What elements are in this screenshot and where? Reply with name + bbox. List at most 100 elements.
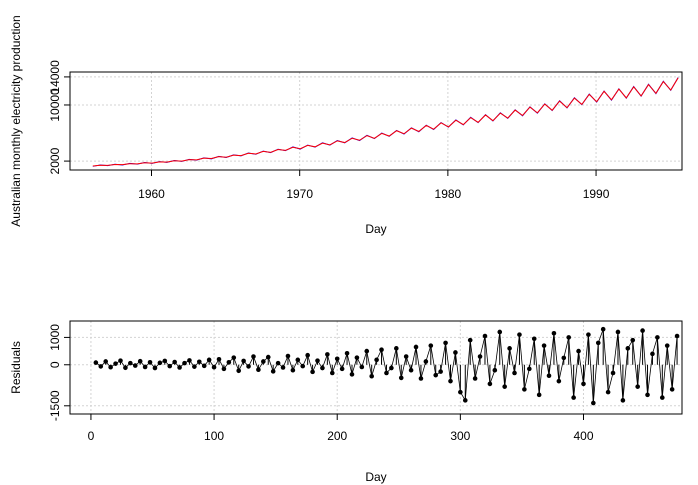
residual-point [162, 358, 168, 364]
y-tick-label: -1500 [48, 390, 62, 421]
residual-point [261, 359, 266, 364]
residual-point [615, 329, 621, 335]
residual-point [137, 358, 143, 364]
residual-point [295, 357, 301, 363]
residual-point [211, 364, 217, 370]
residual-point [167, 363, 173, 369]
residual-point [669, 387, 675, 392]
residual-point [339, 366, 345, 372]
residual-point [108, 364, 113, 370]
residual-point [265, 354, 271, 360]
residual-point [93, 360, 99, 365]
residual-point [359, 364, 365, 370]
residual-point [413, 344, 419, 350]
residual-point [571, 395, 576, 400]
residual-point [196, 359, 202, 365]
x-tick-label: 100 [204, 429, 224, 443]
residual-point [462, 398, 468, 403]
residual-point [201, 363, 207, 369]
residual-point [246, 364, 251, 369]
residual-point [497, 329, 503, 335]
residual-point [142, 364, 148, 370]
x-tick-label: 0 [88, 429, 95, 443]
residual-point [586, 332, 591, 337]
residual-point [128, 360, 133, 366]
x-tick-label: 400 [573, 429, 593, 443]
x-tick-label: 1980 [435, 187, 462, 201]
residual-point [403, 354, 409, 359]
residual-point [113, 361, 118, 366]
plot-box [69, 71, 683, 171]
residual-point [157, 360, 163, 366]
residual-point [290, 367, 296, 373]
residual-point [98, 364, 104, 369]
residual-point [231, 355, 237, 360]
residual-point [384, 370, 389, 376]
residual-point [605, 389, 611, 395]
residual-point [531, 336, 537, 342]
residual-point [487, 381, 493, 387]
residual-point [556, 378, 562, 384]
residual-point [659, 395, 665, 400]
y-tick-label: 1000 [48, 324, 62, 351]
residual-point [389, 365, 394, 371]
residual-point [305, 352, 310, 358]
residual-point [329, 370, 335, 376]
residual-point [467, 337, 473, 343]
residual-point [334, 356, 340, 362]
residual-point [132, 363, 138, 368]
residual-point [625, 346, 631, 351]
residual-point [280, 365, 286, 370]
residual-point [561, 355, 567, 361]
residual-point [630, 337, 636, 343]
residual-point [251, 354, 256, 359]
plot-box [69, 320, 683, 415]
residual-point [103, 359, 109, 364]
residual-point [527, 366, 532, 372]
residual-point [236, 368, 242, 374]
residual-point [640, 328, 645, 333]
residual-point [595, 340, 601, 346]
residual-point [591, 400, 596, 406]
residual-point [453, 350, 458, 355]
residual-point [576, 348, 581, 354]
residual-point [349, 372, 355, 377]
residual-point [118, 358, 123, 363]
residual-point [477, 354, 483, 359]
x-tick-label: 1960 [138, 187, 165, 201]
residual-point [448, 378, 453, 384]
residual-point [502, 384, 507, 389]
residual-point [472, 376, 478, 381]
residual-point [536, 392, 542, 398]
x-axis-label: Day [365, 222, 386, 236]
x-tick-label: 1970 [286, 187, 313, 201]
residual-point [522, 387, 527, 392]
y-tick-label: 14000 [48, 60, 62, 94]
residual-point [325, 352, 330, 357]
residual-point [482, 333, 488, 339]
y-tick-label: 0 [48, 361, 62, 368]
residual-point [398, 375, 404, 381]
residual-point [354, 355, 360, 360]
residual-point [320, 365, 325, 371]
residual-point [379, 347, 384, 353]
residual-point [172, 359, 177, 365]
residual-point [300, 363, 306, 369]
y-tick-label: 10000 [48, 88, 62, 122]
residual-point [270, 369, 276, 374]
residual-point [221, 366, 227, 372]
residual-point [635, 384, 640, 389]
residual-point [517, 332, 522, 337]
residual-point [187, 358, 192, 363]
residual-point [674, 333, 680, 339]
residual-point [546, 373, 552, 379]
residual-point [645, 392, 650, 398]
x-tick-label: 1990 [583, 187, 610, 201]
residual-point [310, 369, 315, 375]
x-axis-label: Day [365, 470, 386, 484]
residual-point [650, 351, 655, 357]
residual-point [206, 357, 212, 363]
residual-point [664, 343, 670, 348]
